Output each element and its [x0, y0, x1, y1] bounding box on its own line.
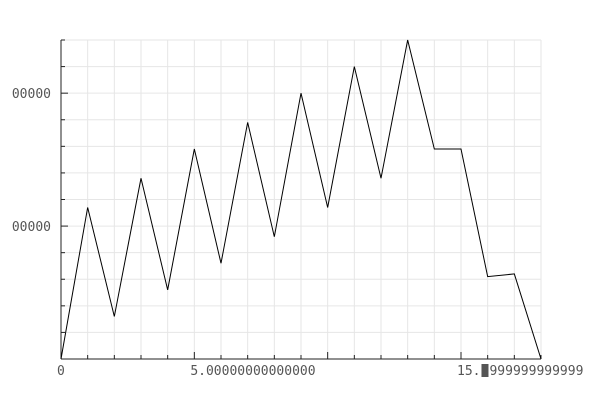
x-tick-label: 5.00000000000000 — [190, 364, 315, 379]
tick-labels: 0 5.00000000000000 15. 999999999999 00000 000… — [12, 87, 584, 379]
series-line — [60, 39, 542, 360]
grid — [61, 39, 542, 359]
y-tick-label: 00000 — [12, 220, 51, 235]
series-layer — [60, 39, 542, 360]
x-tick-label-tail: 999999999999 — [489, 364, 583, 379]
x-tick-label: 0 — [57, 364, 65, 379]
axes — [60, 39, 542, 360]
x-tick-label: 15. — [457, 364, 480, 379]
y-tick-label: 00000 — [12, 87, 51, 102]
text-cursor-icon — [481, 364, 489, 377]
